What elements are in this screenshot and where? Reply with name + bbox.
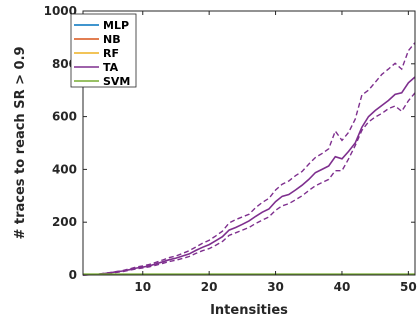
series-ta-line bbox=[82, 76, 416, 276]
y-tick-label: 400 bbox=[52, 162, 77, 176]
legend-label-rf: RF bbox=[103, 47, 119, 60]
y-tick-label: 600 bbox=[52, 110, 77, 124]
y-tick-label: 1000 bbox=[44, 4, 77, 18]
plot-background bbox=[83, 11, 415, 275]
legend-label-nb: NB bbox=[103, 33, 121, 46]
y-tick-label: 200 bbox=[52, 215, 77, 229]
legend-label-ta: TA bbox=[103, 61, 119, 74]
x-tick-label: 10 bbox=[134, 280, 151, 294]
y-tick-label: 0 bbox=[69, 268, 77, 282]
x-tick-label: 40 bbox=[334, 280, 351, 294]
legend-box bbox=[70, 13, 137, 88]
x-tick-label: 50 bbox=[400, 280, 417, 294]
x-tick-label: 20 bbox=[201, 280, 218, 294]
y-axis-label: # traces to reach SR > 0.9 bbox=[13, 46, 28, 239]
x-axis-label: Intensities bbox=[210, 303, 288, 318]
series-ta-upper-bound bbox=[82, 42, 416, 276]
legend-label-svm: SVM bbox=[103, 75, 130, 88]
legend-label-mlp: MLP bbox=[103, 19, 129, 32]
x-tick-label: 30 bbox=[267, 280, 284, 294]
plot-frame bbox=[82, 10, 416, 276]
